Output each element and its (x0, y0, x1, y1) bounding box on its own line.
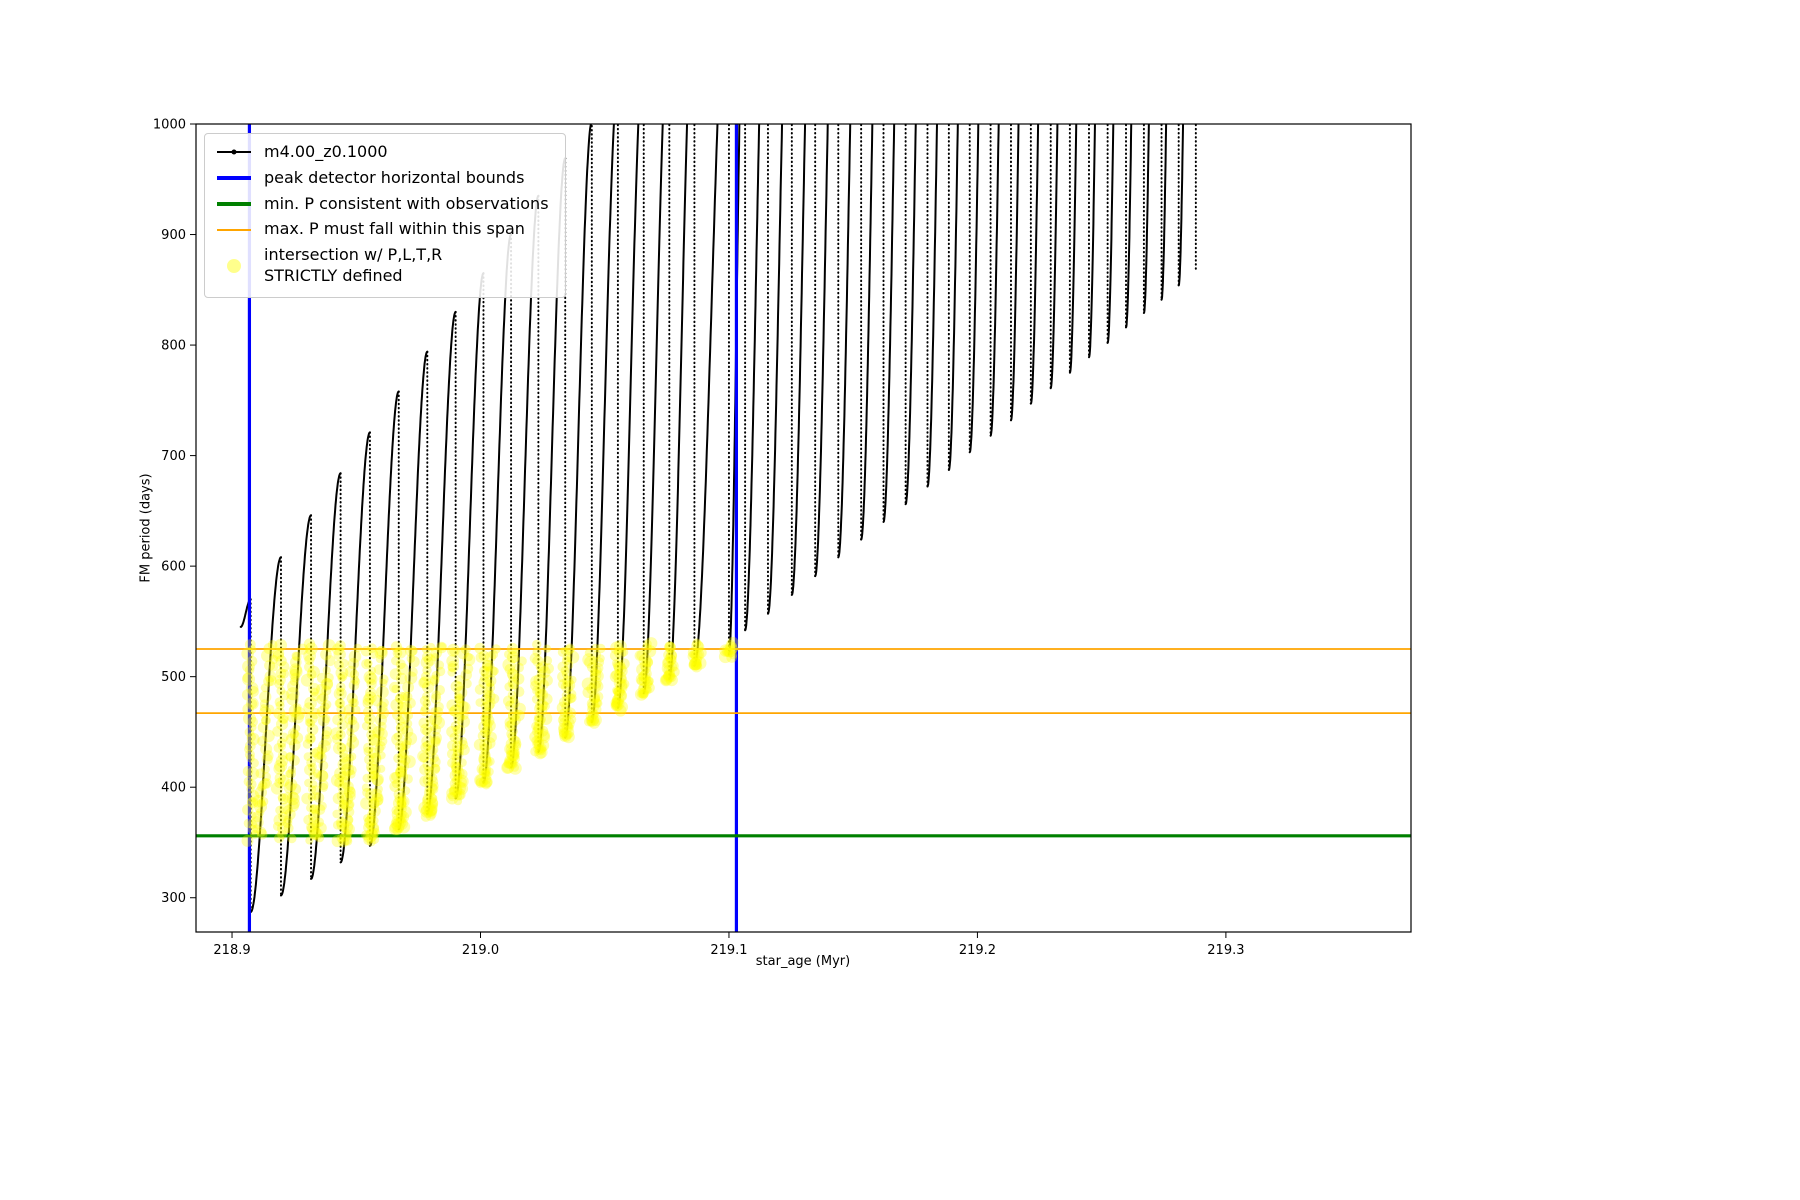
y-tick-label: 400 (161, 781, 186, 796)
x-tick-label: 219.3 (1207, 943, 1244, 958)
yellow-scatter-marker-icon (217, 258, 251, 273)
y-tick-label: 300 (161, 891, 186, 906)
y-tick-label: 700 (161, 449, 186, 464)
x-axis-label: star_age (Myr) (755, 954, 851, 969)
x-tick-label: 218.9 (213, 943, 250, 958)
y-tick-label: 800 (161, 339, 186, 354)
blue-bounds-marker-icon (217, 176, 251, 181)
legend-label-series: m4.00_z0.1000 (264, 142, 388, 161)
legend: m4.00_z0.1000 peak detector horizontal b… (204, 133, 566, 298)
legend-item-intersection: intersection w/ P,L,T,R STRICTLY defined (217, 245, 549, 287)
plot-data-layer (196, 124, 1411, 932)
x-tick-label: 219.0 (462, 943, 499, 958)
legend-label-peak-bounds: peak detector horizontal bounds (264, 167, 525, 187)
legend-item-peak-bounds: peak detector horizontal bounds (217, 168, 549, 189)
legend-label-intersection: intersection w/ P,L,T,R STRICTLY defined (264, 245, 443, 285)
intersection-scatter (241, 636, 739, 848)
x-tick-label: 219.2 (959, 943, 996, 958)
y-axis-label: FM period (days) (138, 473, 154, 583)
black-series-marker-icon (217, 149, 251, 155)
legend-item-max-span: max. P must fall within this span (217, 219, 549, 240)
axis-ticks: 218.9 219.0 219.1 219.2 219.3 300 400 500 600 700… (153, 118, 1245, 959)
legend-item-series: m4.00_z0.1000 (217, 142, 549, 163)
legend-label-max-span: max. P must fall within this span (264, 219, 525, 239)
y-tick-label: 500 (161, 670, 186, 685)
legend-item-min-period: min. P consistent with observations (217, 194, 549, 215)
x-tick-label: 219.1 (710, 943, 747, 958)
y-tick-label: 600 (161, 560, 186, 575)
y-tick-label: 900 (161, 228, 186, 243)
y-tick-label: 1000 (153, 118, 186, 133)
axes-frame (195, 123, 1412, 933)
series-m4-curves (239, 124, 1197, 914)
green-min-marker-icon (217, 201, 251, 206)
orange-span-marker-icon (217, 228, 251, 231)
legend-label-min-period: min. P consistent with observations (264, 193, 549, 213)
